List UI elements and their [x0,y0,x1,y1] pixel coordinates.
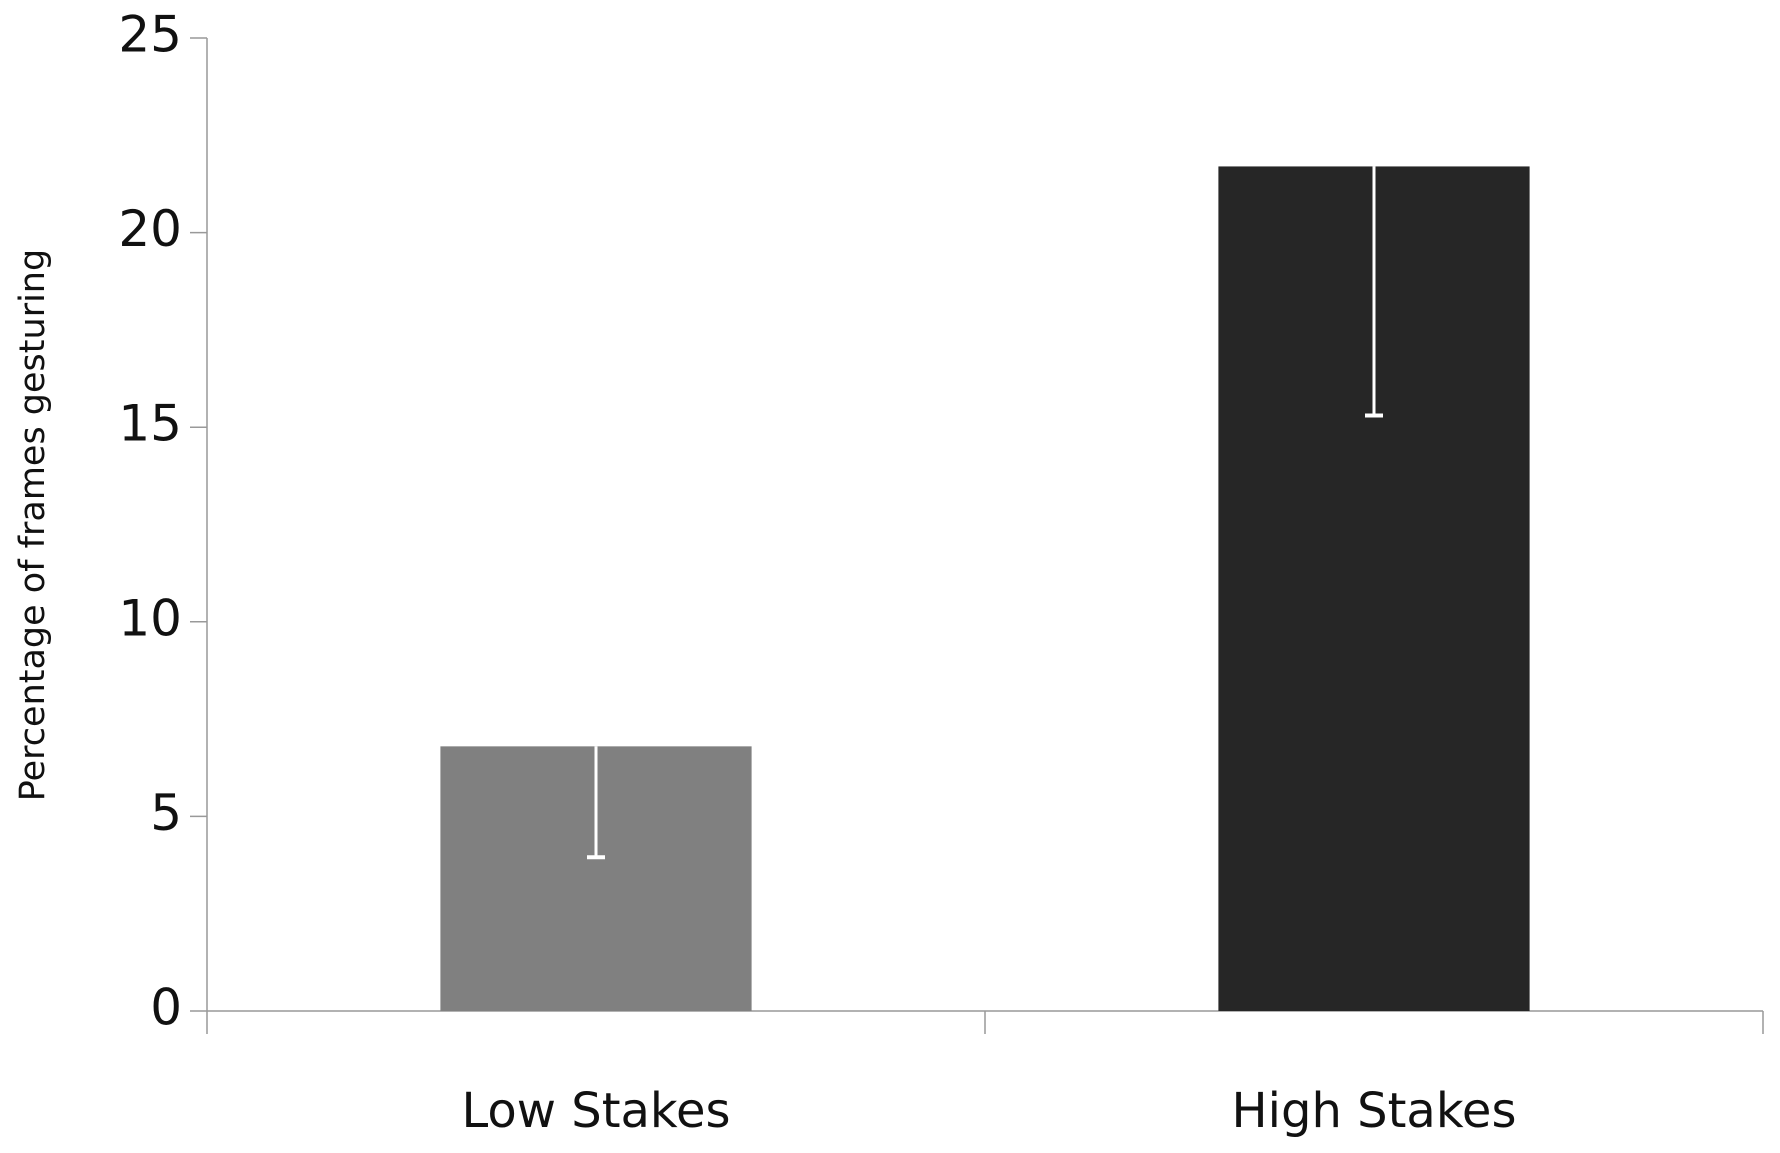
x-tick-label: Low Stakes [461,1083,730,1139]
y-tick-label: 10 [118,589,182,647]
y-tick-label: 20 [118,200,182,258]
y-tick-label: 0 [150,979,182,1037]
y-tick-label: 5 [150,784,182,842]
error-bar [587,746,605,860]
y-axis-title: Percentage of frames gesturing [13,249,53,801]
y-tick-label: 15 [118,395,182,453]
y-tick-label: 25 [118,6,182,64]
error-bar [1365,166,1383,418]
x-tick-label: High Stakes [1232,1083,1517,1139]
